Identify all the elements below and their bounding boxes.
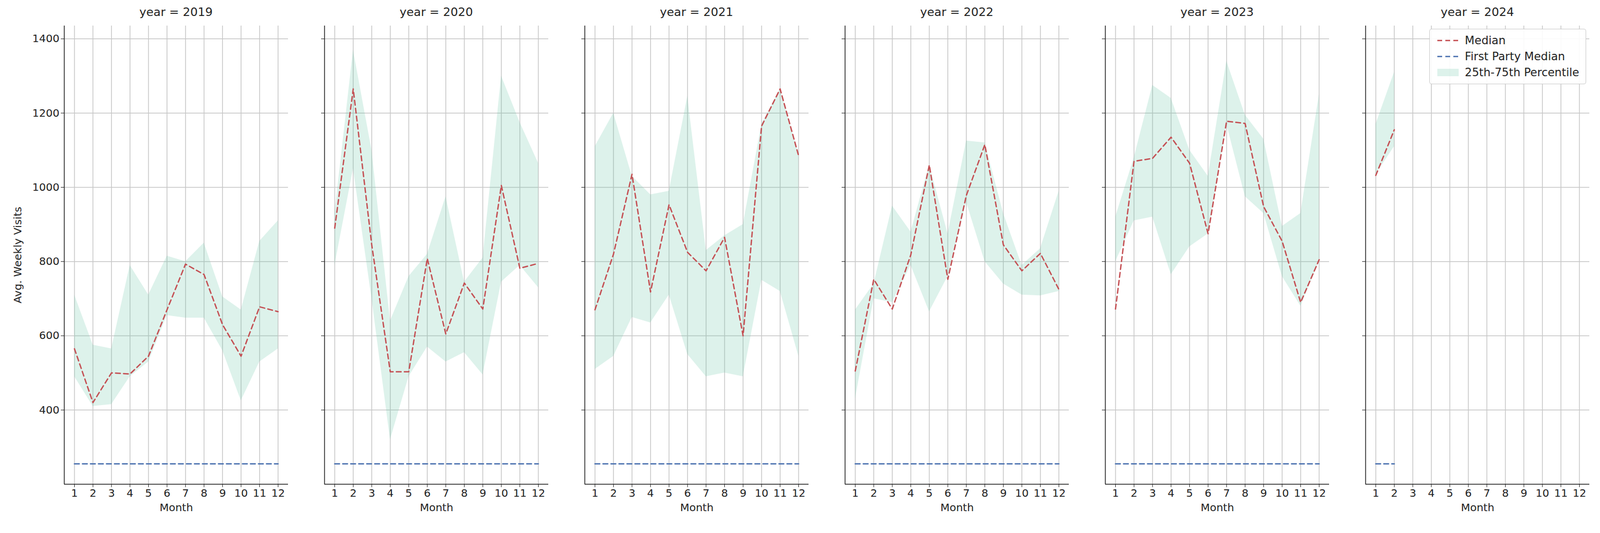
svg-text:Month: Month <box>419 501 454 515</box>
svg-text:12: 12 <box>531 486 546 500</box>
html-text:year = 2019: year = 2019 <box>139 5 213 19</box>
svg-text:Month: Month <box>159 501 194 515</box>
html-text:25th-75th Percentile: 25th-75th Percentile <box>1464 66 1580 79</box>
svg-text:2: 2 <box>349 486 357 500</box>
svg-text:9: 9 <box>1260 486 1268 500</box>
svg-text:8: 8 <box>981 486 989 500</box>
svg-text:1: 1 <box>851 486 859 500</box>
svg-text:12: 12 <box>1572 486 1587 500</box>
svg-text:9: 9 <box>479 486 487 500</box>
svg-text:11: 11 <box>1554 486 1568 500</box>
svg-text:9: 9 <box>219 486 227 500</box>
svg-text:Month: Month <box>1200 501 1235 515</box>
svg-text:3: 3 <box>108 486 116 500</box>
svg-text:5: 5 <box>665 486 673 500</box>
svg-text:6: 6 <box>163 486 171 500</box>
svg-text:10: 10 <box>754 486 768 500</box>
svg-text:1: 1 <box>591 486 599 500</box>
svg-text:8: 8 <box>1501 486 1509 500</box>
svg-text:2: 2 <box>870 486 878 500</box>
svg-text:10: 10 <box>494 486 508 500</box>
svg-text:5: 5 <box>405 486 413 500</box>
svg-text:6: 6 <box>1465 486 1472 500</box>
svg-text:11: 11 <box>252 486 267 500</box>
svg-text:9: 9 <box>739 486 747 500</box>
svg-text:7: 7 <box>1222 486 1230 500</box>
svg-text:3: 3 <box>368 486 376 500</box>
svg-text:800: 800 <box>38 254 60 268</box>
svg-text:7: 7 <box>1483 486 1491 500</box>
svg-text:12: 12 <box>792 486 806 500</box>
svg-text:11: 11 <box>1033 486 1047 500</box>
svg-text:2: 2 <box>610 486 618 500</box>
svg-text:2: 2 <box>1130 486 1138 500</box>
svg-text:10: 10 <box>234 486 248 500</box>
html-text:year = 2022: year = 2022 <box>920 5 994 19</box>
svg-text:4: 4 <box>1167 486 1175 500</box>
svg-text:11: 11 <box>1293 486 1308 500</box>
svg-text:Month: Month <box>1460 501 1495 515</box>
svg-text:12: 12 <box>1312 486 1326 500</box>
svg-text:8: 8 <box>200 486 208 500</box>
svg-text:3: 3 <box>628 486 636 500</box>
html-text:year = 2020: year = 2020 <box>399 5 473 19</box>
html-text:year = 2024: year = 2024 <box>1440 5 1515 19</box>
svg-text:1000: 1000 <box>32 180 60 194</box>
svg-text:1200: 1200 <box>32 106 60 120</box>
svg-text:400: 400 <box>38 403 60 417</box>
svg-text:12: 12 <box>271 486 285 500</box>
svg-text:11: 11 <box>773 486 787 500</box>
html-text:year = 2023: year = 2023 <box>1180 5 1254 19</box>
svg-text:11: 11 <box>513 486 527 500</box>
svg-text:8: 8 <box>721 486 728 500</box>
svg-text:4: 4 <box>907 486 915 500</box>
svg-text:12: 12 <box>1052 486 1066 500</box>
svg-text:6: 6 <box>684 486 692 500</box>
svg-text:10: 10 <box>1014 486 1029 500</box>
svg-text:3: 3 <box>1149 486 1157 500</box>
svg-text:6: 6 <box>424 486 431 500</box>
svg-text:Avg. Weekly Visits: Avg. Weekly Visits <box>11 206 24 304</box>
svg-text:2: 2 <box>1390 486 1398 500</box>
svg-text:7: 7 <box>181 486 189 500</box>
svg-text:4: 4 <box>646 486 654 500</box>
svg-text:8: 8 <box>1241 486 1249 500</box>
svg-text:600: 600 <box>38 329 60 342</box>
svg-text:9: 9 <box>1520 486 1528 500</box>
svg-text:1400: 1400 <box>32 32 60 45</box>
svg-text:2: 2 <box>89 486 97 500</box>
svg-text:6: 6 <box>944 486 952 500</box>
svg-text:7: 7 <box>702 486 710 500</box>
svg-text:5: 5 <box>145 486 152 500</box>
svg-text:5: 5 <box>1186 486 1194 500</box>
svg-text:7: 7 <box>442 486 450 500</box>
svg-text:3: 3 <box>889 486 896 500</box>
svg-text:4: 4 <box>126 486 134 500</box>
svg-text:5: 5 <box>925 486 933 500</box>
svg-text:5: 5 <box>1446 486 1454 500</box>
svg-text:10: 10 <box>1275 486 1289 500</box>
html-text:year = 2021: year = 2021 <box>659 5 734 19</box>
svg-text:4: 4 <box>386 486 394 500</box>
svg-text:4: 4 <box>1427 486 1435 500</box>
svg-text:10: 10 <box>1535 486 1549 500</box>
svg-text:9: 9 <box>1000 486 1007 500</box>
svg-text:8: 8 <box>460 486 468 500</box>
html-text:First Party Median: First Party Median <box>1464 50 1566 63</box>
svg-text:1: 1 <box>1112 486 1119 500</box>
svg-text:1: 1 <box>1372 486 1380 500</box>
svg-text:1: 1 <box>331 486 339 500</box>
svg-text:1: 1 <box>70 486 78 500</box>
svg-text:Month: Month <box>680 501 714 515</box>
svg-text:3: 3 <box>1409 486 1417 500</box>
svg-text:6: 6 <box>1204 486 1212 500</box>
html-text:Median: Median <box>1464 34 1506 47</box>
svg-text:Month: Month <box>940 501 974 515</box>
svg-text:7: 7 <box>962 486 970 500</box>
